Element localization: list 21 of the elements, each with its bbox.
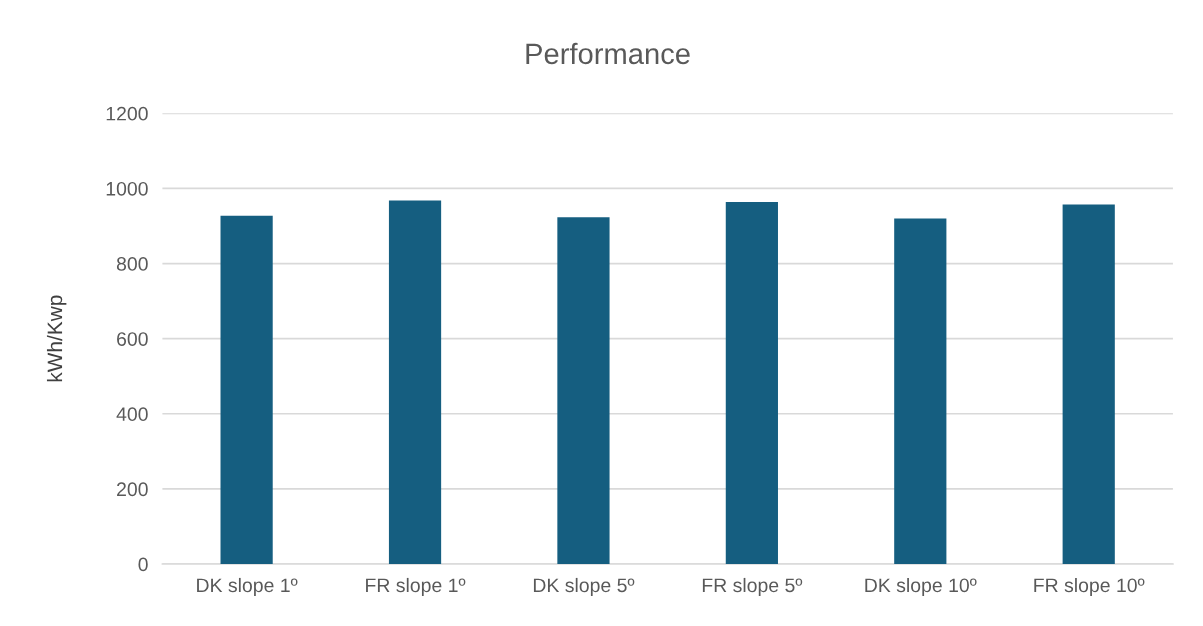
y-tick-label: 400: [116, 407, 148, 422]
y-tick-label: 200: [117, 482, 148, 497]
y-tick-label: 600: [117, 332, 148, 346]
bar: [220, 215, 273, 565]
bar: [557, 217, 610, 565]
x-tick-label: DK slope 5º: [533, 577, 635, 597]
bar: [388, 200, 442, 565]
x-tick-label: FR slope 5º: [702, 577, 803, 597]
x-tick-label: DK slope 10º: [865, 577, 977, 597]
bar: [1062, 204, 1115, 565]
y-tick-label: 0: [138, 557, 148, 572]
x-tick-label: DK slope 1º: [197, 577, 298, 597]
y-tick-label: 1000: [106, 181, 148, 196]
x-tick-label: FR slope 10º: [1034, 577, 1145, 597]
y-tick-label: 800: [116, 257, 148, 271]
y-axis-title: kWh/Kwp: [46, 295, 67, 382]
bar: [894, 218, 947, 565]
x-tick-label: FR slope 1º: [366, 577, 466, 597]
chart-title: Performance: [526, 42, 690, 65]
y-tick-label: 1200: [106, 106, 148, 121]
bar: [725, 201, 778, 565]
